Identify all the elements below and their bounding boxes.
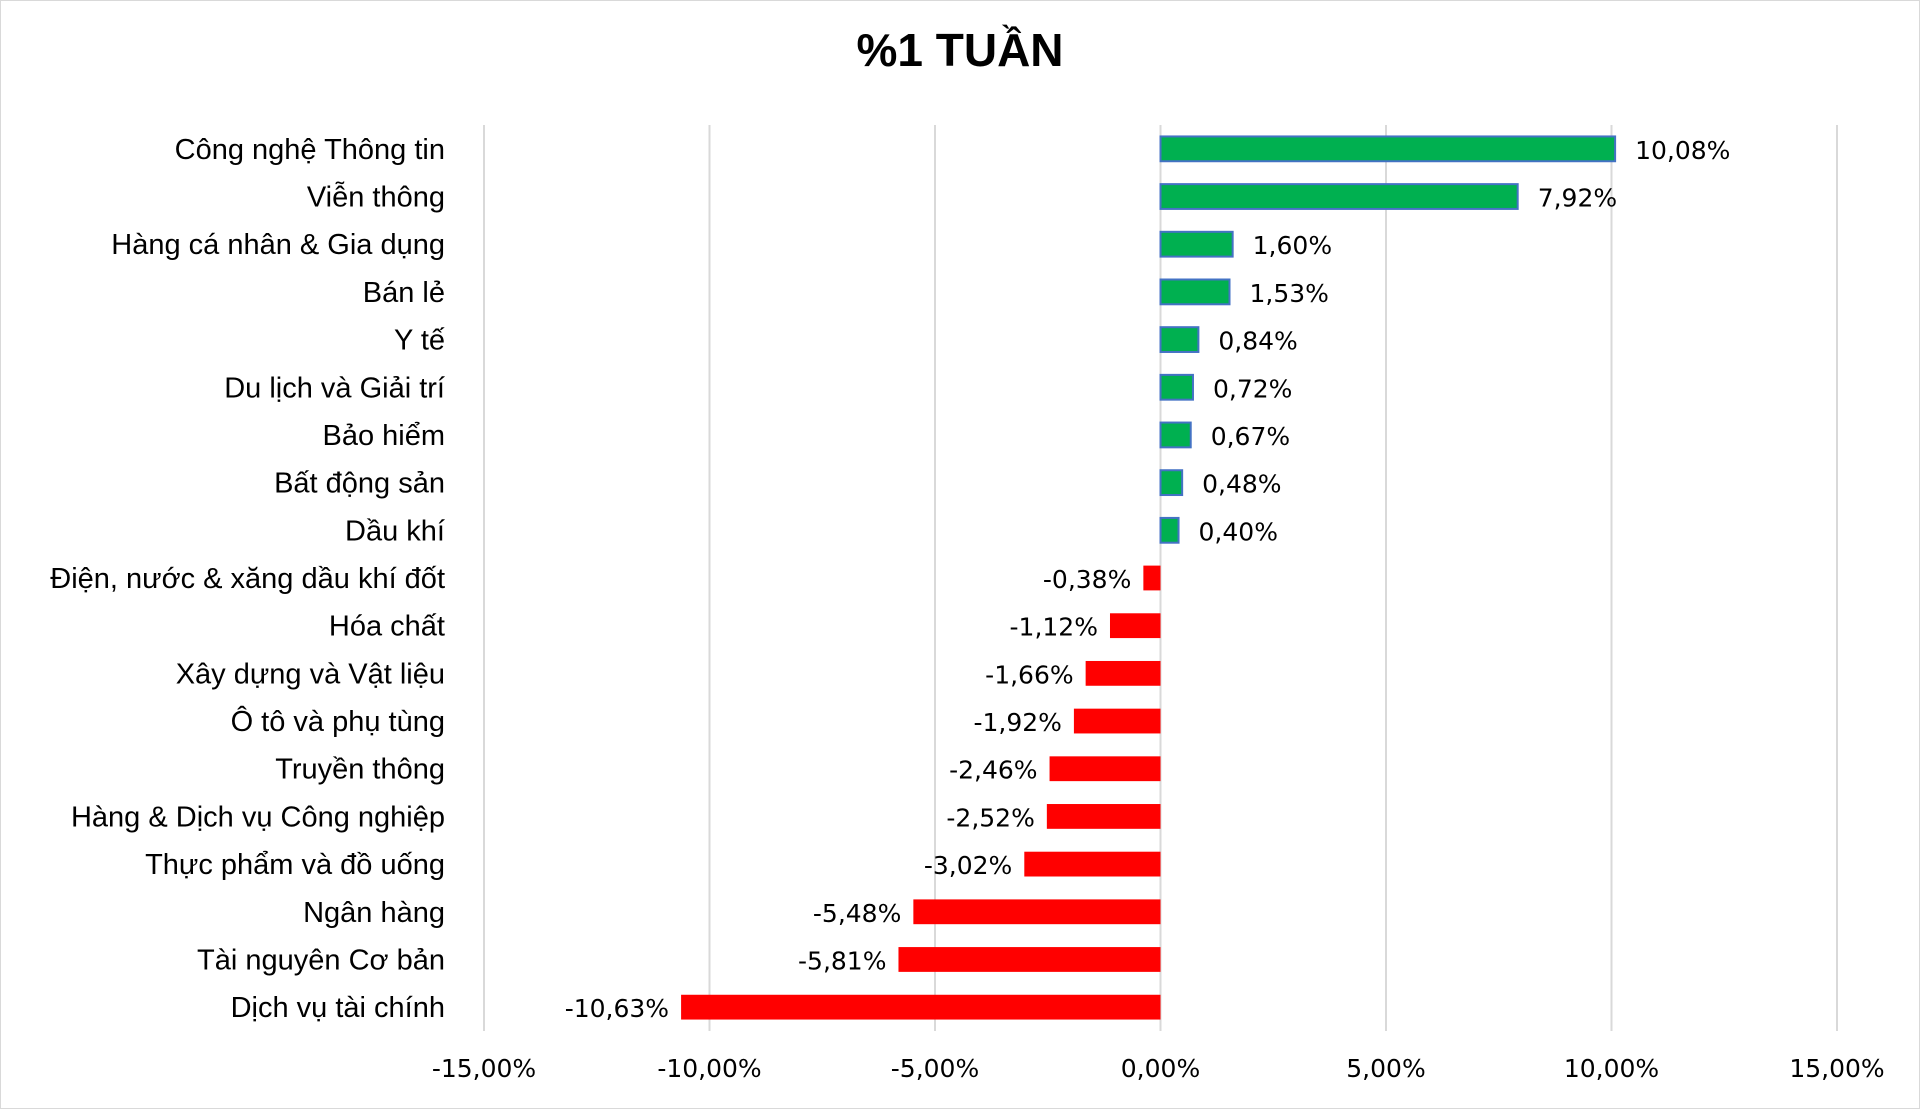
data-label: -0,38% bbox=[1043, 565, 1131, 594]
bar-positive bbox=[1159, 516, 1180, 544]
bar-positive bbox=[1159, 373, 1194, 401]
category-label: Điện, nước & xăng dầu khí đốt bbox=[50, 563, 445, 595]
category-label: Ô tô và phụ tùng bbox=[231, 704, 445, 738]
bar-negative bbox=[1049, 756, 1161, 782]
category-label: Dầu khí bbox=[345, 515, 445, 547]
bar-positive bbox=[1159, 135, 1617, 163]
data-label: -5,48% bbox=[813, 899, 901, 928]
labels: -15,00% -10,00% -5,00% 0,00% 5,00% 10,00% 15,0… bbox=[50, 134, 1884, 1083]
data-label: 7,92% bbox=[1538, 184, 1617, 213]
data-label: -1,66% bbox=[985, 660, 1073, 689]
category-label: Viễn thông bbox=[307, 181, 445, 214]
data-label: 0,84% bbox=[1218, 327, 1297, 356]
bar-negative bbox=[898, 947, 1161, 972]
x-tick-label: 15,00% bbox=[1789, 1054, 1884, 1083]
bar-positive bbox=[1159, 278, 1231, 306]
x-tick-label: 5,00% bbox=[1346, 1054, 1425, 1083]
category-label: Bất động sản bbox=[274, 468, 445, 500]
data-label: 10,08% bbox=[1635, 136, 1730, 165]
x-tick-label: 0,00% bbox=[1121, 1054, 1200, 1083]
x-tick-label: 10,00% bbox=[1564, 1054, 1659, 1083]
category-label: Du lịch và Giải trí bbox=[224, 372, 445, 404]
bar-positive bbox=[1159, 230, 1234, 258]
category-label: Xây dựng và Vật liệu bbox=[176, 658, 445, 690]
category-label: Hóa chất bbox=[329, 611, 445, 643]
data-label: -1,12% bbox=[1010, 613, 1098, 642]
bar-negative bbox=[913, 899, 1161, 925]
bar-positive bbox=[1159, 469, 1184, 497]
category-label: Bảo hiểm bbox=[322, 420, 445, 452]
bar-negative bbox=[1109, 613, 1161, 639]
category-label: Hàng & Dịch vụ Công nghiệp bbox=[71, 801, 445, 833]
data-label: 0,72% bbox=[1213, 374, 1292, 403]
chart-title: %1 TUẦN bbox=[856, 24, 1064, 76]
bar-negative bbox=[1143, 565, 1161, 591]
data-label: 1,53% bbox=[1250, 279, 1329, 308]
x-tick-label: -15,00% bbox=[432, 1054, 536, 1083]
x-tick-label: -10,00% bbox=[657, 1054, 761, 1083]
bar-negative bbox=[1046, 804, 1161, 829]
data-label: -2,52% bbox=[946, 803, 1034, 832]
data-label: -2,46% bbox=[949, 756, 1037, 785]
bar-positive bbox=[1159, 421, 1192, 449]
data-label: -1,92% bbox=[973, 708, 1061, 737]
category-label: Truyền thông bbox=[275, 754, 445, 786]
data-label: 0,67% bbox=[1211, 422, 1290, 451]
bar-negative bbox=[1073, 708, 1161, 734]
bar-negative bbox=[1024, 851, 1161, 877]
data-label: 1,60% bbox=[1253, 231, 1332, 260]
data-label: 0,48% bbox=[1202, 470, 1281, 499]
category-label: Y tế bbox=[394, 325, 445, 357]
bar-negative bbox=[1085, 660, 1161, 686]
data-label: -10,63% bbox=[565, 994, 669, 1023]
category-label: Công nghệ Thông tin bbox=[175, 134, 445, 166]
x-tick-label: -5,00% bbox=[891, 1054, 979, 1083]
category-label: Hàng cá nhân & Gia dụng bbox=[111, 229, 445, 261]
gridlines bbox=[483, 125, 1838, 1031]
bar-negative bbox=[681, 994, 1161, 1020]
data-label: -3,02% bbox=[924, 851, 1012, 880]
category-label: Bán lẻ bbox=[363, 277, 445, 309]
bar-positive bbox=[1159, 183, 1519, 210]
data-label: 0,40% bbox=[1199, 517, 1278, 546]
category-label: Ngân hàng bbox=[303, 897, 445, 929]
category-label: Thực phẩm và đồ uống bbox=[145, 849, 445, 881]
bar-positive bbox=[1159, 326, 1200, 353]
bars bbox=[681, 135, 1617, 1020]
data-label: -5,81% bbox=[798, 946, 886, 975]
category-label: Dịch vụ tài chính bbox=[231, 992, 445, 1024]
category-label: Tài nguyên Cơ bản bbox=[197, 944, 445, 976]
